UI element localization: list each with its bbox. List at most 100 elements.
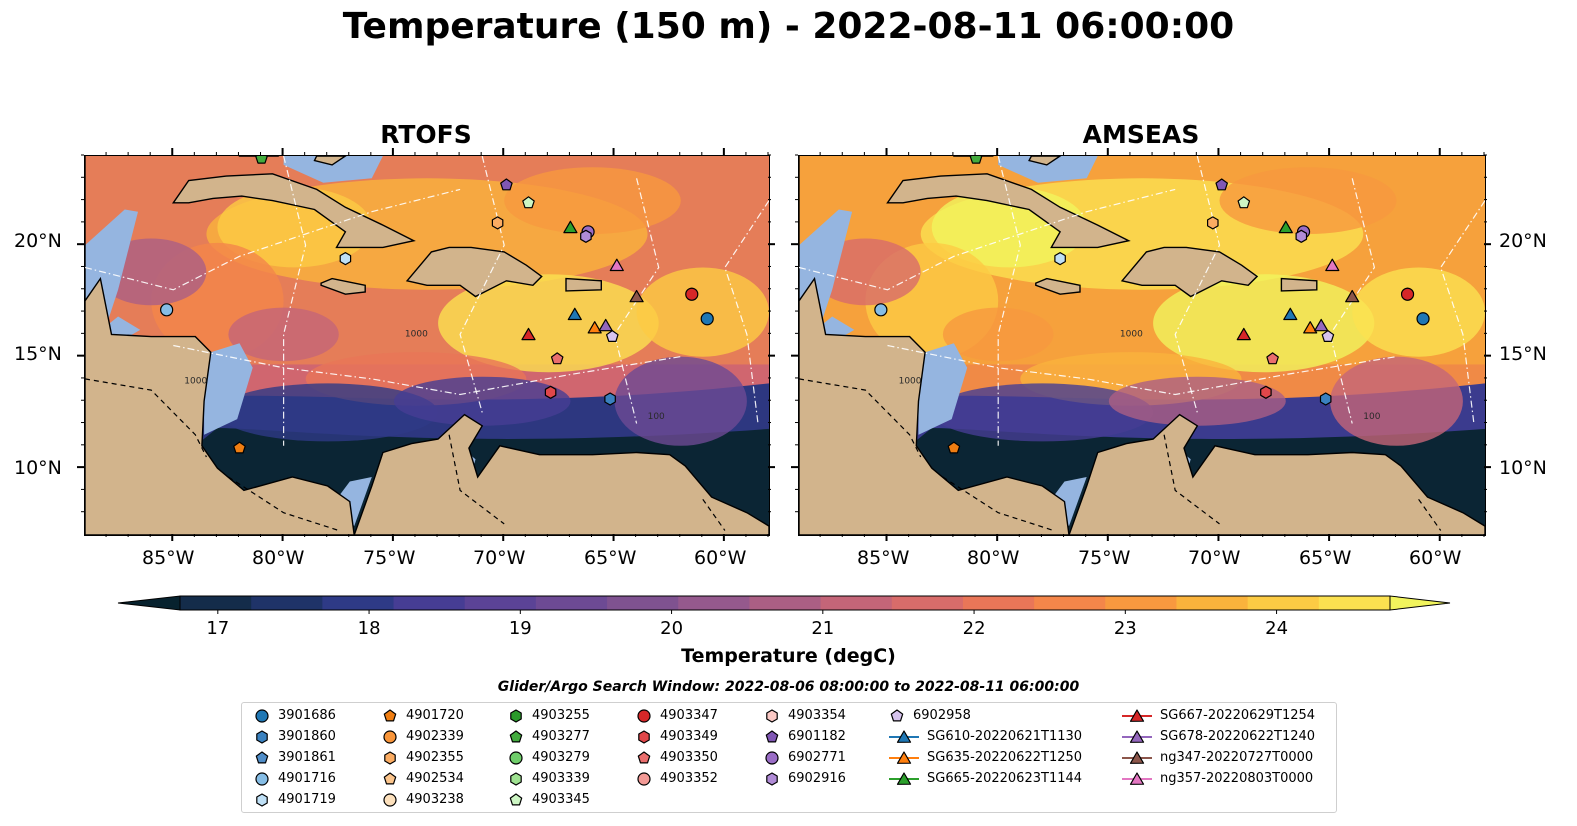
marker-ng357-20220803T0000[interactable] (609, 258, 624, 272)
marker-3901686[interactable] (1416, 312, 1430, 326)
hexagon-marker-icon (510, 771, 522, 786)
land-hispaniola (405, 246, 543, 298)
legend-item: 4903350 (634, 747, 718, 768)
marker-6901182[interactable] (500, 178, 513, 191)
country-border (228, 476, 339, 532)
circle-marker-icon (509, 750, 523, 765)
marker-4901720[interactable] (947, 441, 961, 454)
marker-SG678-20220622T1240[interactable] (598, 318, 613, 332)
eez-boundary (1174, 156, 1221, 413)
lon-tick-left-70: 70°W (473, 547, 526, 569)
circle-marker-icon (255, 771, 269, 786)
land-cuba (171, 173, 416, 249)
eez-boundary (997, 156, 1021, 446)
legend-swatch (383, 729, 397, 744)
marker-SG610-20220621T1130[interactable] (1283, 307, 1298, 321)
legend-label: 6901182 (788, 729, 846, 744)
country-border (1418, 498, 1442, 531)
marker-4902355[interactable] (491, 216, 504, 230)
hexagon-marker-icon (766, 771, 778, 786)
triangle-marker-icon (1122, 729, 1152, 743)
colorbar-extend-max (1389, 595, 1451, 611)
temperature-patch (1153, 274, 1375, 373)
legend-item: SG635-20220622T1250 (887, 747, 1082, 768)
marker-ng357-20220803T0000[interactable] (1325, 258, 1340, 272)
marker-SG635-20220622T1250[interactable] (587, 321, 602, 334)
shelf-nicaragua (918, 343, 968, 435)
marker-4903350[interactable] (1266, 352, 1279, 365)
shelf-panama-bay (1051, 477, 1087, 527)
map-panel-rtofs[interactable]: 1000 1000 100 (84, 155, 770, 536)
colorbar-tick-label: 19 (508, 618, 532, 639)
legend-swatch (766, 708, 778, 723)
marker-4901716[interactable] (874, 303, 888, 317)
legend-swatch (1129, 771, 1145, 785)
legend-label: 4903345 (532, 792, 590, 807)
legend-item: 4901716 (252, 768, 336, 789)
land-central-america (799, 156, 1070, 535)
legend-label: SG665-20220623T1144 (927, 771, 1083, 786)
marker-SG665-20220623T1144[interactable] (1278, 220, 1293, 234)
marker-3901686[interactable] (700, 312, 714, 326)
marker-ng347-20220727T0000[interactable] (1345, 289, 1360, 303)
marker-ng347-20220727T0000[interactable] (629, 289, 644, 303)
marker-4903350[interactable] (550, 352, 564, 365)
marker-4901716[interactable] (160, 303, 174, 317)
circle-marker-icon (765, 750, 779, 765)
marker-4903349[interactable] (544, 385, 557, 399)
marker-4903277[interactable] (255, 156, 268, 164)
marker-4903345[interactable] (1237, 196, 1251, 209)
colorbar-segment (535, 596, 608, 610)
marker-4903349[interactable] (1260, 385, 1272, 399)
legend-label: 6902771 (788, 750, 846, 765)
colorbar (117, 595, 1451, 614)
marker-SG667-20220629T1254[interactable] (1236, 327, 1251, 341)
pentagon-marker-icon (509, 792, 523, 805)
marker-SG678-20220622T1240[interactable] (1314, 318, 1329, 332)
shelf-panama-bay (336, 477, 372, 527)
temperature-patch (1219, 167, 1397, 234)
legend-swatch (256, 729, 268, 744)
marker-SG635-20220622T1250[interactable] (1303, 321, 1318, 334)
marker-6902916[interactable] (580, 229, 592, 243)
temperature-patch (1330, 356, 1463, 446)
colorbar-segment (1105, 596, 1177, 610)
marker-3901860[interactable] (604, 392, 616, 406)
marker-6902958[interactable] (1321, 330, 1335, 342)
legend-swatch (765, 729, 779, 742)
legend-item: 4903238 (380, 789, 464, 810)
depth-contour-label: 100 (1363, 412, 1380, 422)
circle-marker-icon (255, 708, 269, 723)
marker-3901860[interactable] (1319, 392, 1332, 406)
eez-boundary (173, 344, 681, 396)
depth-contour-label: 1000 (184, 376, 207, 386)
marker-4903347[interactable] (685, 287, 699, 301)
marker-4903277[interactable] (969, 156, 983, 164)
legend-item: ng347-20220727T0000 (1120, 747, 1313, 768)
pentagon-marker-icon (383, 771, 397, 784)
marker-4903347[interactable] (1400, 287, 1415, 301)
marker-4901719[interactable] (339, 251, 352, 266)
temperature-patch (636, 267, 769, 357)
colorbar-segment (393, 596, 466, 610)
marker-6902916[interactable] (1295, 229, 1308, 243)
map-panel-amseas[interactable]: 1000 1000 100 (798, 155, 1486, 536)
marker-4901719[interactable] (1054, 251, 1066, 266)
marker-6901182[interactable] (1215, 178, 1228, 191)
marker-SG667-20220629T1254[interactable] (521, 327, 536, 341)
marker-4903345[interactable] (522, 196, 535, 209)
marker-SG665-20220623T1144[interactable] (563, 220, 578, 234)
legend-label: 3901861 (278, 750, 336, 765)
colorbar-extend-min (117, 595, 181, 611)
lon-tick-right-65: 65°W (1299, 547, 1352, 569)
marker-4901720[interactable] (233, 441, 246, 454)
marker-SG610-20220621T1130[interactable] (567, 307, 582, 321)
legend-swatch (255, 750, 269, 763)
legend-swatch (510, 771, 522, 786)
lon-tick-left-60: 60°W (694, 547, 747, 569)
legend-item: 3901686 (252, 705, 336, 726)
marker-6902958[interactable] (605, 330, 619, 342)
circle-marker-icon (383, 729, 397, 744)
colorbar-segment (1034, 596, 1106, 610)
marker-4902355[interactable] (1207, 216, 1219, 230)
